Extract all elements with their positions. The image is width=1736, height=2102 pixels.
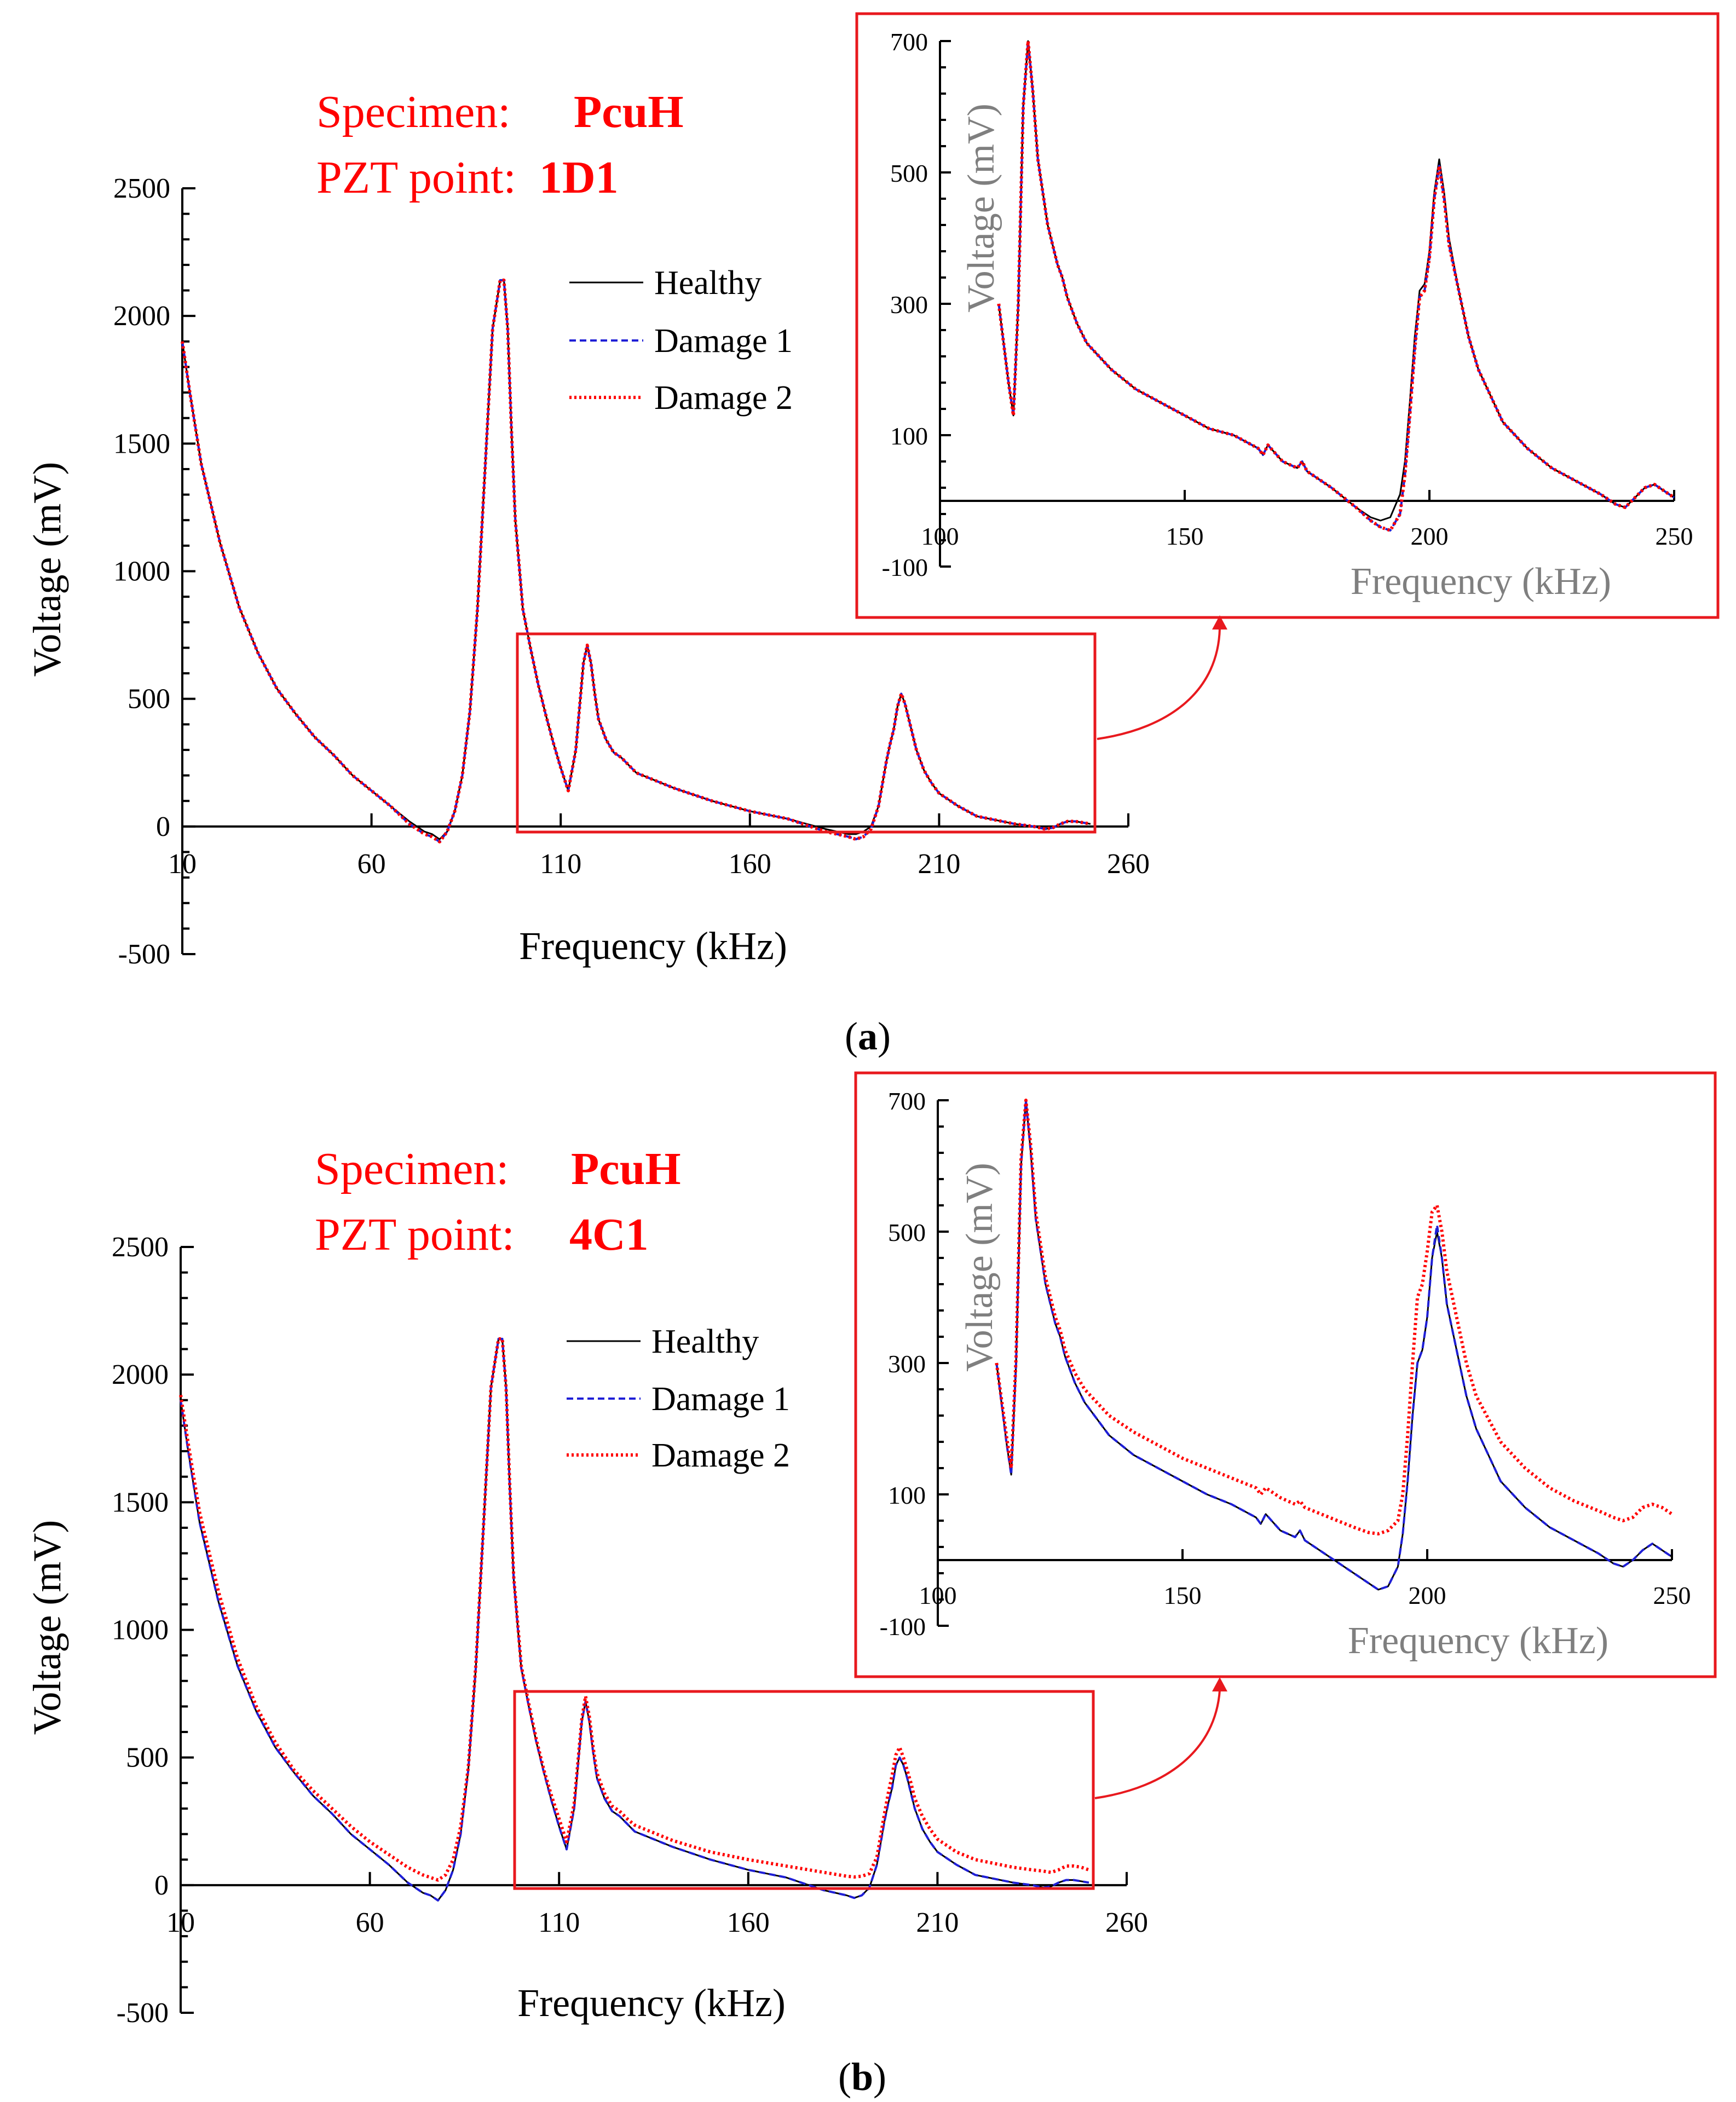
main-a-series-damage-1 <box>181 279 1091 843</box>
inset-plot-a: -100 100 300 500 700 100 150 200 250 <box>882 28 1693 581</box>
inset-a-series-healthy <box>997 40 1675 522</box>
inset-a-x-tick-label: 100 <box>921 522 959 550</box>
zoom-arrow-a <box>1097 628 1221 740</box>
inset-b-series-healthy <box>995 1099 1672 1591</box>
x-axis-label-b: Frequency (kHz) <box>517 1981 786 2025</box>
inset-y-axis-label-b: Voltage (mV) <box>959 1163 1001 1372</box>
inset-frame-a <box>855 12 1720 619</box>
main-a-y-tick-label: 0 <box>156 811 170 842</box>
main-b-y-tick-label: 0 <box>154 1870 169 1901</box>
main-b-x-tick-label: 110 <box>538 1907 580 1938</box>
pzt-label-a: PZT point: <box>316 152 516 203</box>
legend-label-damage2-b: Damage 2 <box>651 1437 790 1474</box>
inset-plot-b: -100 100 300 500 700 100 150 200 250 <box>880 1087 1691 1641</box>
pzt-value-b: 4C1 <box>569 1209 649 1260</box>
pzt-value-a: 1D1 <box>539 152 619 203</box>
main-b-y-tick-label: 1000 <box>112 1615 169 1646</box>
main-a-y-tick-label: 2000 <box>113 301 170 332</box>
main-a-y-tick-label: 2500 <box>113 173 170 204</box>
caption-a: (a) <box>845 1014 891 1058</box>
inset-y-axis-label-a: Voltage (mV) <box>960 103 1002 313</box>
panel-b: Specimen: PcuH PZT point: 4C1 -500 0 500 10… <box>25 1071 1717 2099</box>
inset-a-y-tick-label: 700 <box>890 28 928 56</box>
zoom-arrow-b <box>1094 1690 1221 1799</box>
inset-a-y-tick-label: 500 <box>890 159 928 187</box>
inset-b-series-damage-2 <box>995 1099 1673 1535</box>
main-b-series-damage-1 <box>180 1337 1089 1902</box>
inset-a-x-tick-label: 250 <box>1656 522 1693 550</box>
legend-b: Healthy Damage 1 Damage 2 <box>567 1323 790 1474</box>
main-b-y-tick-label: 1500 <box>112 1487 169 1518</box>
main-plot-a: -500 0 500 1000 1500 2000 2500 10 60 110 160 210 260 <box>113 173 1150 970</box>
inset-a-x-tick-label: 200 <box>1411 522 1449 550</box>
main-b-x-tick-label: 160 <box>727 1907 770 1938</box>
y-axis-label-b: Voltage (mV) <box>25 1520 69 1735</box>
inset-b-y-tick-label: 700 <box>888 1087 926 1115</box>
main-a-x-tick-label: 210 <box>918 848 960 880</box>
main-a-y-tick-label: -500 <box>118 939 170 970</box>
legend-label-healthy-b: Healthy <box>651 1323 759 1360</box>
main-b-x-tick-label: 260 <box>1105 1907 1148 1938</box>
caption-b: (b) <box>838 2055 886 2099</box>
main-a-x-tick-label: 110 <box>540 848 581 880</box>
zoom-region-box-b <box>513 1690 1095 1890</box>
main-b-x-tick-label: 10 <box>166 1907 195 1938</box>
y-axis-label-a: Voltage (mV) <box>25 462 69 677</box>
panel-a: Specimen: PcuH PZT point: 1D1 -500 0 500 10… <box>25 12 1720 1058</box>
main-b-y-tick-label: 2500 <box>112 1232 169 1263</box>
main-b-series-damage-2 <box>179 1337 1089 1882</box>
legend-label-damage1-a: Damage 1 <box>654 322 793 360</box>
legend-label-damage2-a: Damage 2 <box>654 379 793 417</box>
inset-b-x-tick-label: 200 <box>1409 1581 1446 1609</box>
specimen-value-b: PcuH <box>571 1144 681 1194</box>
inset-x-axis-label-b: Frequency (kHz) <box>1348 1620 1608 1662</box>
inset-b-x-tick-label: 250 <box>1653 1581 1691 1609</box>
inset-x-axis-label-a: Frequency (kHz) <box>1351 561 1611 603</box>
main-b-x-tick-label: 60 <box>356 1907 384 1938</box>
x-axis-label-a: Frequency (kHz) <box>519 924 787 968</box>
main-a-x-tick-label: 10 <box>168 848 197 880</box>
inset-a-x-tick-label: 150 <box>1166 522 1204 550</box>
main-a-x-tick-label: 60 <box>357 848 386 880</box>
inset-a-series-damage-1 <box>997 40 1675 532</box>
main-b-y-tick-label: 500 <box>126 1742 169 1774</box>
inset-b-x-tick-label: 100 <box>919 1581 957 1609</box>
main-a-x-tick-label: 160 <box>729 848 771 880</box>
inset-b-x-tick-label: 150 <box>1164 1581 1202 1609</box>
main-a-series-healthy <box>181 279 1091 840</box>
main-b-series-healthy <box>180 1338 1089 1902</box>
main-a-x-tick-label: 260 <box>1107 848 1150 880</box>
zoom-arrowhead-a <box>1212 615 1227 630</box>
legend-label-healthy-a: Healthy <box>654 264 762 302</box>
legend-a: Healthy Damage 1 Damage 2 <box>569 264 793 417</box>
pzt-label-b: PZT point: <box>315 1209 515 1260</box>
inset-b-series-damage-1 <box>995 1099 1673 1591</box>
specimen-label-a: Specimen: <box>316 86 511 137</box>
main-plot-b: -500 0 500 1000 1500 2000 2500 10 60 110 160 210 260 <box>112 1232 1148 2029</box>
inset-a-y-tick-label: -100 <box>882 553 928 581</box>
zoom-region-box-a <box>516 632 1097 834</box>
inset-a-series-damage-2 <box>997 39 1675 532</box>
specimen-value-a: PcuH <box>574 86 684 137</box>
main-b-x-tick-label: 210 <box>916 1907 959 1938</box>
specimen-label-b: Specimen: <box>315 1144 509 1194</box>
inset-b-y-tick-label: 500 <box>888 1219 926 1246</box>
main-a-y-tick-label: 500 <box>128 684 170 715</box>
main-b-y-tick-label: 2000 <box>112 1359 169 1390</box>
inset-a-y-tick-label: 100 <box>890 422 928 450</box>
zoom-arrowhead-b <box>1212 1677 1227 1691</box>
inset-frame-b <box>854 1071 1717 1678</box>
main-a-y-tick-label: 1500 <box>113 428 170 459</box>
main-a-y-tick-label: 1000 <box>113 556 170 587</box>
main-b-y-tick-label: -500 <box>117 1997 169 2029</box>
inset-b-y-tick-label: 300 <box>888 1350 926 1378</box>
inset-b-y-tick-label: -100 <box>880 1613 926 1641</box>
inset-b-y-tick-label: 100 <box>888 1481 926 1509</box>
inset-a-y-tick-label: 300 <box>890 291 928 319</box>
legend-label-damage1-b: Damage 1 <box>651 1381 790 1418</box>
main-a-series-damage-2 <box>181 278 1091 844</box>
